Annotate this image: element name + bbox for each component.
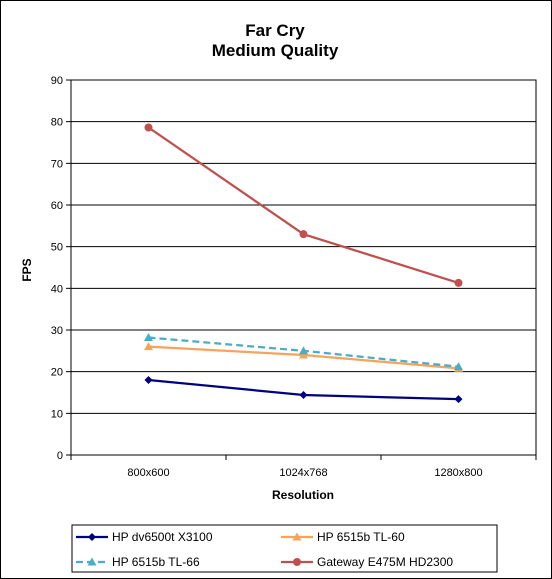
x-axis-title: Resolution (272, 488, 334, 502)
series-0 (144, 376, 463, 404)
y-tick-label: 40 (51, 283, 63, 295)
data-point (299, 346, 308, 355)
legend: HP dv6500t X3100 HP 6515b TL-60 HP 6515b T… (76, 530, 453, 569)
data-point (144, 123, 153, 132)
legend-swatch-marker (292, 532, 302, 541)
data-point (299, 230, 308, 239)
x-tick-label: 800x600 (127, 467, 169, 479)
legend-label: HP 6515b TL-66 (112, 555, 200, 569)
y-tick-label: 30 (51, 325, 63, 337)
grid-lines (71, 121, 536, 414)
data-point (454, 278, 463, 287)
legend-entry: HP 6515b TL-60 (281, 530, 405, 544)
legend-swatch-marker (88, 533, 96, 541)
tick-labels: 0 10 20 30 40 50 60 70 80 90 800x600 1024x768 1280x8… (51, 75, 483, 479)
series-lines (144, 123, 463, 404)
legend-swatch-marker (293, 558, 301, 566)
chart-title: Far Cry (245, 21, 305, 40)
data-point (299, 391, 308, 399)
y-tick-label: 90 (51, 75, 63, 87)
axes (66, 79, 537, 460)
y-tick-label: 80 (51, 117, 63, 129)
data-point (454, 395, 463, 404)
legend-entry: Gateway E475M HD2300 (281, 555, 453, 569)
data-point (454, 362, 463, 371)
data-point (144, 376, 153, 384)
series-3 (144, 123, 463, 287)
y-tick-label: 10 (51, 408, 63, 420)
y-tick-label: 50 (51, 242, 63, 254)
data-point (144, 342, 153, 351)
x-tick-label: 1280x800 (434, 467, 482, 479)
legend-entry: HP dv6500t X3100 (76, 530, 213, 544)
legend-entry: HP 6515b TL-66 (76, 555, 200, 569)
data-point (144, 333, 153, 341)
legend-label: Gateway E475M HD2300 (317, 555, 453, 569)
legend-label: HP 6515b TL-60 (317, 530, 405, 544)
x-tick-label: 1024x768 (279, 467, 327, 479)
y-tick-label: 0 (57, 450, 63, 462)
y-axis-title: FPS (20, 258, 34, 281)
legend-label: HP dv6500t X3100 (112, 530, 213, 544)
legend-box (71, 524, 498, 573)
legend-swatch-marker (87, 557, 97, 566)
data-point (299, 350, 308, 359)
y-tick-label: 60 (51, 200, 63, 212)
series-2 (144, 333, 463, 371)
y-tick-label: 20 (51, 367, 63, 379)
y-tick-label: 70 (51, 158, 63, 170)
chart-subtitle: Medium Quality (212, 41, 339, 60)
